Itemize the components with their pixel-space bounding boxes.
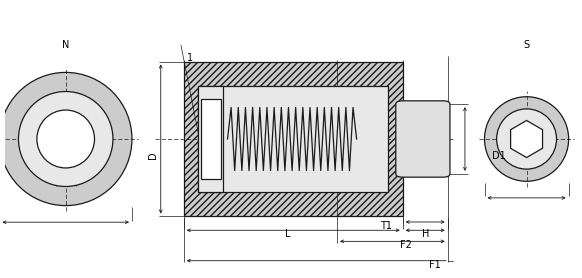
Text: 1: 1 xyxy=(187,53,193,63)
Bar xyxy=(184,61,403,217)
Text: D: D xyxy=(148,152,158,159)
FancyBboxPatch shape xyxy=(396,101,450,177)
Bar xyxy=(198,86,223,192)
Bar xyxy=(201,99,221,179)
Text: D1: D1 xyxy=(492,151,506,161)
Ellipse shape xyxy=(485,97,569,181)
Ellipse shape xyxy=(0,72,132,206)
Text: F2: F2 xyxy=(400,240,411,250)
Text: H: H xyxy=(422,229,430,239)
Text: L: L xyxy=(285,229,290,239)
Text: N: N xyxy=(62,40,69,50)
Text: S: S xyxy=(524,40,530,50)
Bar xyxy=(184,61,403,217)
Bar xyxy=(198,86,388,192)
Ellipse shape xyxy=(19,91,113,187)
Ellipse shape xyxy=(496,109,556,169)
Text: T1: T1 xyxy=(379,221,392,231)
Polygon shape xyxy=(510,120,542,158)
Text: F1: F1 xyxy=(428,260,441,270)
Ellipse shape xyxy=(37,110,94,168)
